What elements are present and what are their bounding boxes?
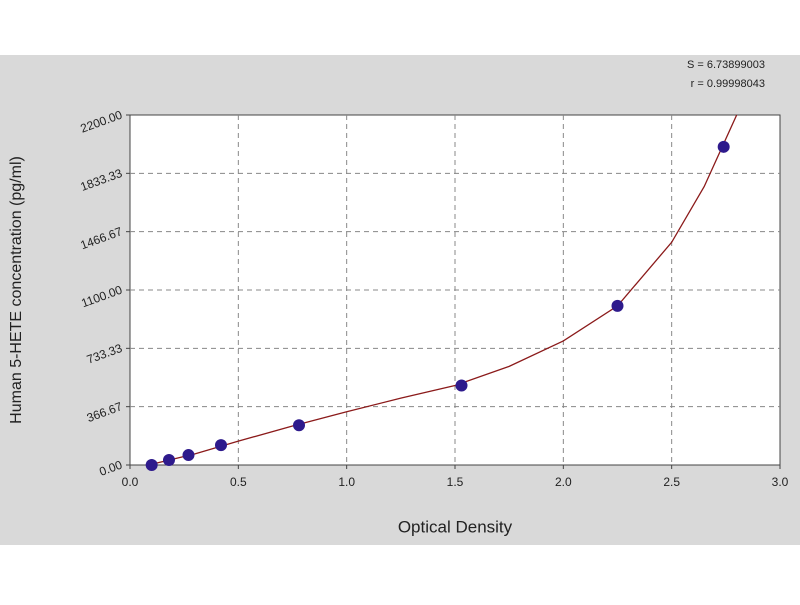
data-point xyxy=(182,449,195,462)
data-point xyxy=(163,454,175,467)
data-point xyxy=(215,439,227,452)
x-tick-label: 2.5 xyxy=(663,475,680,489)
fit-curve xyxy=(151,114,738,465)
annotation: S = 6.73899003 xyxy=(687,59,765,71)
x-tick-label: 2.0 xyxy=(555,475,572,489)
data-point xyxy=(611,299,624,312)
annotation: r = 0.99998043 xyxy=(691,78,765,90)
data-point xyxy=(293,419,305,432)
x-tick-label: 3.0 xyxy=(772,475,789,489)
x-tick-label: 0.0 xyxy=(122,475,139,489)
y-axis-title: Human 5-HETE concentration (pg/ml) xyxy=(8,156,25,424)
x-tick-label: 1.0 xyxy=(338,475,355,489)
x-axis-title: Optical Density xyxy=(398,517,513,536)
data-point xyxy=(717,140,730,153)
x-tick-label: 1.5 xyxy=(447,475,464,489)
x-tick-label: 0.5 xyxy=(230,475,247,489)
data-point xyxy=(145,459,158,471)
data-point xyxy=(455,379,468,392)
